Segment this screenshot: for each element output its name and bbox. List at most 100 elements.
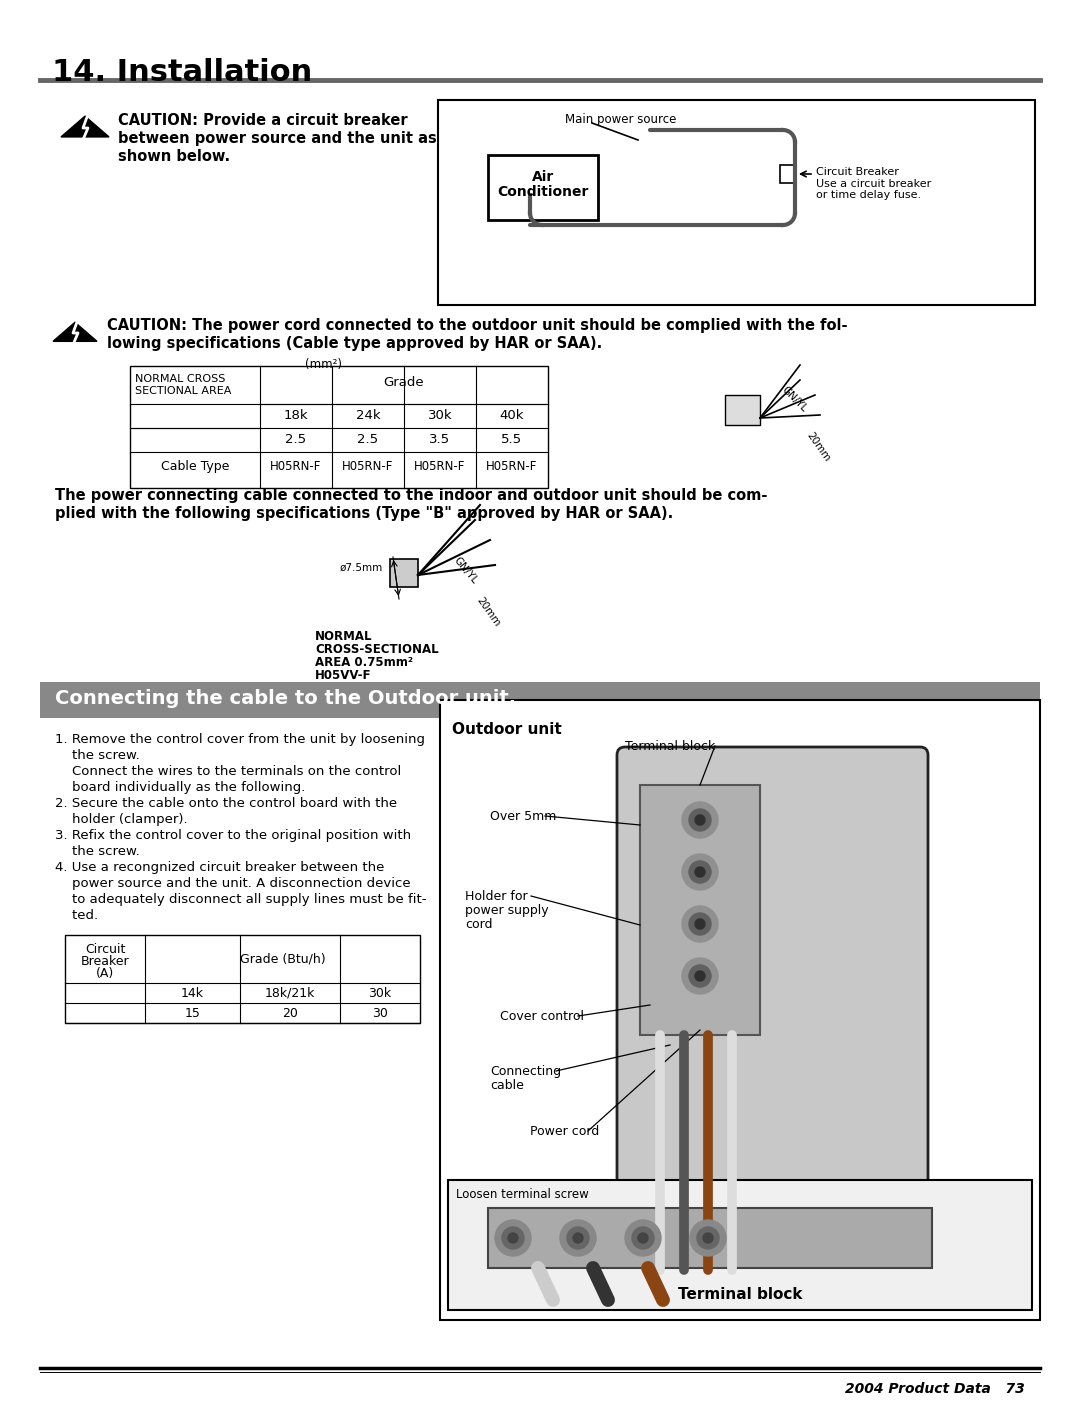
Bar [438,100,1035,305]
Text: Connecting: Connecting [490,1065,562,1078]
Circle shape [689,809,711,830]
Text: 30: 30 [373,1007,388,1020]
Bar [488,1208,932,1267]
Circle shape [689,913,711,934]
Text: Air: Air [531,170,554,184]
Text: H05RN-F: H05RN-F [270,459,322,473]
Text: Over 5mm: Over 5mm [490,811,556,823]
Bar [725,395,760,424]
Text: Use a circuit breaker: Use a circuit breaker [816,178,931,190]
Text: 1. Remove the control cover from the unit by loosening: 1. Remove the control cover from the uni… [55,733,426,746]
Text: board individually as the following.: board individually as the following. [55,781,306,794]
Text: the screw.: the screw. [55,749,139,762]
Text: 2.5: 2.5 [357,433,379,445]
Text: Connecting the cable to the Outdoor unit.: Connecting the cable to the Outdoor unit… [55,688,516,708]
Text: AREA 0.75mm²: AREA 0.75mm² [315,656,413,669]
Text: GN/YL: GN/YL [453,555,480,586]
Circle shape [696,919,705,929]
Polygon shape [53,322,97,341]
Text: cord: cord [465,917,492,932]
Text: power supply: power supply [465,903,549,917]
Text: plied with the following specifications (Type "B" approved by HAR or SAA).: plied with the following specifications … [55,506,673,521]
Circle shape [632,1227,654,1249]
Text: (A): (A) [96,967,114,981]
Text: H05RN-F: H05RN-F [342,459,394,473]
Text: CAUTION: Provide a circuit breaker: CAUTION: Provide a circuit breaker [118,112,407,128]
Text: 24k: 24k [355,409,380,422]
Circle shape [689,861,711,882]
Text: Circuit: Circuit [85,943,125,955]
Text: Grade: Grade [383,377,424,389]
Text: 20: 20 [282,1007,298,1020]
Text: 14k: 14k [181,986,204,1000]
Text: CROSS-SECTIONAL: CROSS-SECTIONAL [315,643,438,656]
Circle shape [502,1227,524,1249]
Text: 30k: 30k [368,986,392,1000]
Text: 3.5: 3.5 [430,433,450,445]
Text: H05VV-F: H05VV-F [315,669,372,681]
Circle shape [681,802,718,837]
Text: the screw.: the screw. [55,844,139,858]
Text: 4. Use a recongnized circuit breaker between the: 4. Use a recongnized circuit breaker bet… [55,861,384,874]
Text: GN/YL: GN/YL [780,385,809,414]
Text: Outdoor unit: Outdoor unit [453,722,562,738]
Bar [390,559,418,587]
Text: H05RN-F: H05RN-F [486,459,538,473]
Polygon shape [60,117,109,136]
Bar [640,785,760,1035]
Text: Cover control: Cover control [500,1010,584,1023]
Circle shape [495,1220,531,1256]
Text: 20mm: 20mm [475,594,502,628]
Text: 15: 15 [185,1007,201,1020]
Circle shape [561,1220,596,1256]
Text: 2. Secure the cable onto the control board with the: 2. Secure the cable onto the control boa… [55,797,397,811]
Circle shape [690,1220,726,1256]
Bar [65,934,420,1023]
Text: or time delay fuse.: or time delay fuse. [816,190,921,200]
Circle shape [696,815,705,825]
Circle shape [696,971,705,981]
Text: cable: cable [490,1079,524,1092]
Text: to adequately disconnect all supply lines must be fit-: to adequately disconnect all supply line… [55,894,427,906]
Text: (mm²): (mm²) [305,358,342,371]
Circle shape [681,958,718,993]
Text: H05RN-F: H05RN-F [415,459,465,473]
Text: 18k: 18k [284,409,308,422]
Text: 2004 Product Data   73: 2004 Product Data 73 [846,1383,1025,1397]
Text: 14. Installation: 14. Installation [52,58,312,87]
Text: CAUTION: The power cord connected to the outdoor unit should be complied with th: CAUTION: The power cord connected to the… [107,318,848,333]
Text: Cable Type: Cable Type [161,459,229,473]
Text: 18k/21k: 18k/21k [265,986,315,1000]
Text: ø7.5mm: ø7.5mm [340,563,383,573]
Circle shape [638,1234,648,1243]
Text: 20mm: 20mm [805,430,833,464]
Text: 5.5: 5.5 [501,433,523,445]
Text: Breaker: Breaker [81,955,130,968]
Circle shape [681,906,718,941]
Text: Grade (Btu/h): Grade (Btu/h) [240,953,325,967]
Circle shape [703,1234,713,1243]
FancyBboxPatch shape [617,747,928,1193]
Text: 2.5: 2.5 [285,433,307,445]
Text: Main power source: Main power source [565,112,676,126]
Circle shape [696,867,705,877]
Bar [440,700,1040,1321]
Bar [488,155,598,221]
Text: 30k: 30k [428,409,453,422]
Circle shape [625,1220,661,1256]
Circle shape [573,1234,583,1243]
Text: shown below.: shown below. [118,149,230,164]
Bar [130,365,548,488]
Text: NORMAL: NORMAL [315,629,373,643]
Circle shape [508,1234,518,1243]
Text: ted.: ted. [55,909,98,922]
Text: holder (clamper).: holder (clamper). [55,813,188,826]
Text: power source and the unit. A disconnection device: power source and the unit. A disconnecti… [55,877,410,889]
Circle shape [689,965,711,986]
Text: Connect the wires to the terminals on the control: Connect the wires to the terminals on th… [55,764,402,778]
Bar [780,164,796,183]
Circle shape [681,854,718,889]
Bar [448,1180,1032,1309]
Circle shape [697,1227,719,1249]
Text: SECTIONAL AREA: SECTIONAL AREA [135,386,231,396]
